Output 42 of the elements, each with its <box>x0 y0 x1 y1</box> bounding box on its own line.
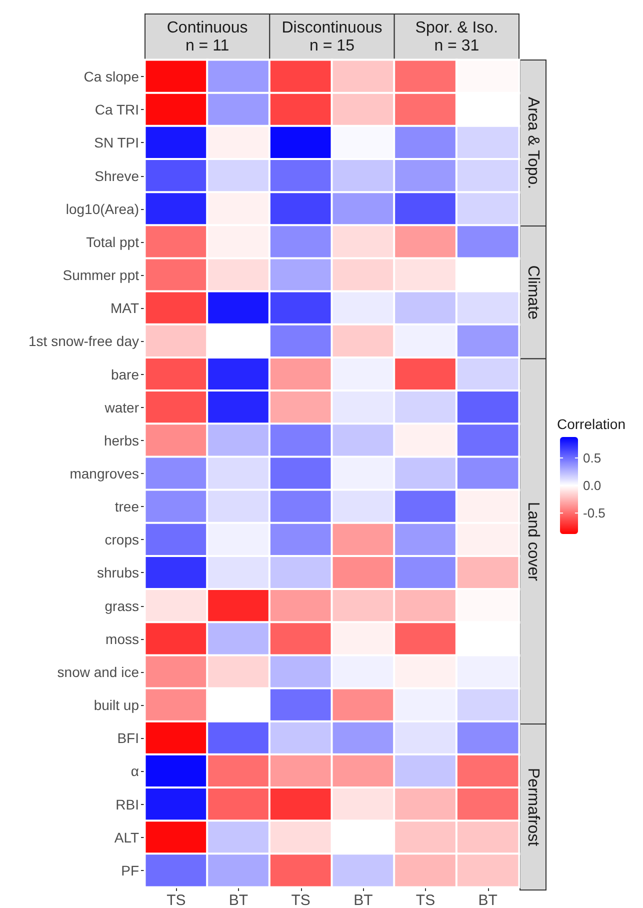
text: Land cover <box>524 502 542 582</box>
x-tick-label: BT <box>354 892 373 908</box>
y-tick-label: BFI <box>117 730 139 746</box>
y-tick-label: α <box>130 763 139 780</box>
y-tick-label: ALT <box>114 829 140 846</box>
y-tick-label: 1st snow-free day <box>28 333 139 350</box>
x-tick-label: TS <box>416 892 436 908</box>
y-tick-label: Total ppt <box>86 234 140 250</box>
y-tick-label: grass <box>104 598 139 614</box>
y-tick-label: built up <box>94 697 140 714</box>
y-tick-label: Ca TRI <box>94 102 139 118</box>
y-tick-label: crops <box>104 532 139 548</box>
y-tick-label: herbs <box>104 432 139 448</box>
y-tick-label: log10(Area) <box>66 200 139 217</box>
y-tick-label: tree <box>114 498 140 515</box>
y-tick-label: SN TPI <box>94 134 139 151</box>
y-tick-label: mangroves <box>70 466 139 482</box>
y-tick-label: Summer ppt <box>62 267 140 284</box>
y-tick-label: Ca slope <box>84 68 140 85</box>
y-tick-label: moss <box>106 630 139 647</box>
text: Spor. & Iso. n = 31 <box>415 20 498 54</box>
color-bar-label: -0.5 <box>583 506 606 521</box>
y-tick-label: bare <box>110 366 140 382</box>
x-tick-label: BT <box>478 892 498 908</box>
y-tick-label: PF <box>121 862 139 878</box>
text: Area & Topo. <box>524 96 542 190</box>
text: Continuous n = 11 <box>166 20 248 54</box>
y-tick-label: RBI <box>116 796 139 812</box>
text: Discontinuous n = 15 <box>282 20 382 54</box>
x-tick-label: BT <box>228 892 248 908</box>
color-bar-label: 0.0 <box>583 478 602 493</box>
x-tick-label: TS <box>291 892 310 908</box>
y-tick-label: Shreve <box>94 168 140 184</box>
text: Climate <box>524 265 542 320</box>
color-bar-title: Correlation <box>557 416 626 432</box>
text: Permafrost <box>524 768 542 847</box>
color-bar-label: 0.5 <box>583 450 602 466</box>
y-tick-label: MAT <box>110 300 140 316</box>
y-tick-label: snow and ice <box>57 664 140 680</box>
x-tick-label: TS <box>166 892 186 908</box>
y-tick-label: water <box>104 399 140 416</box>
y-tick-label: shrubs <box>96 564 139 581</box>
